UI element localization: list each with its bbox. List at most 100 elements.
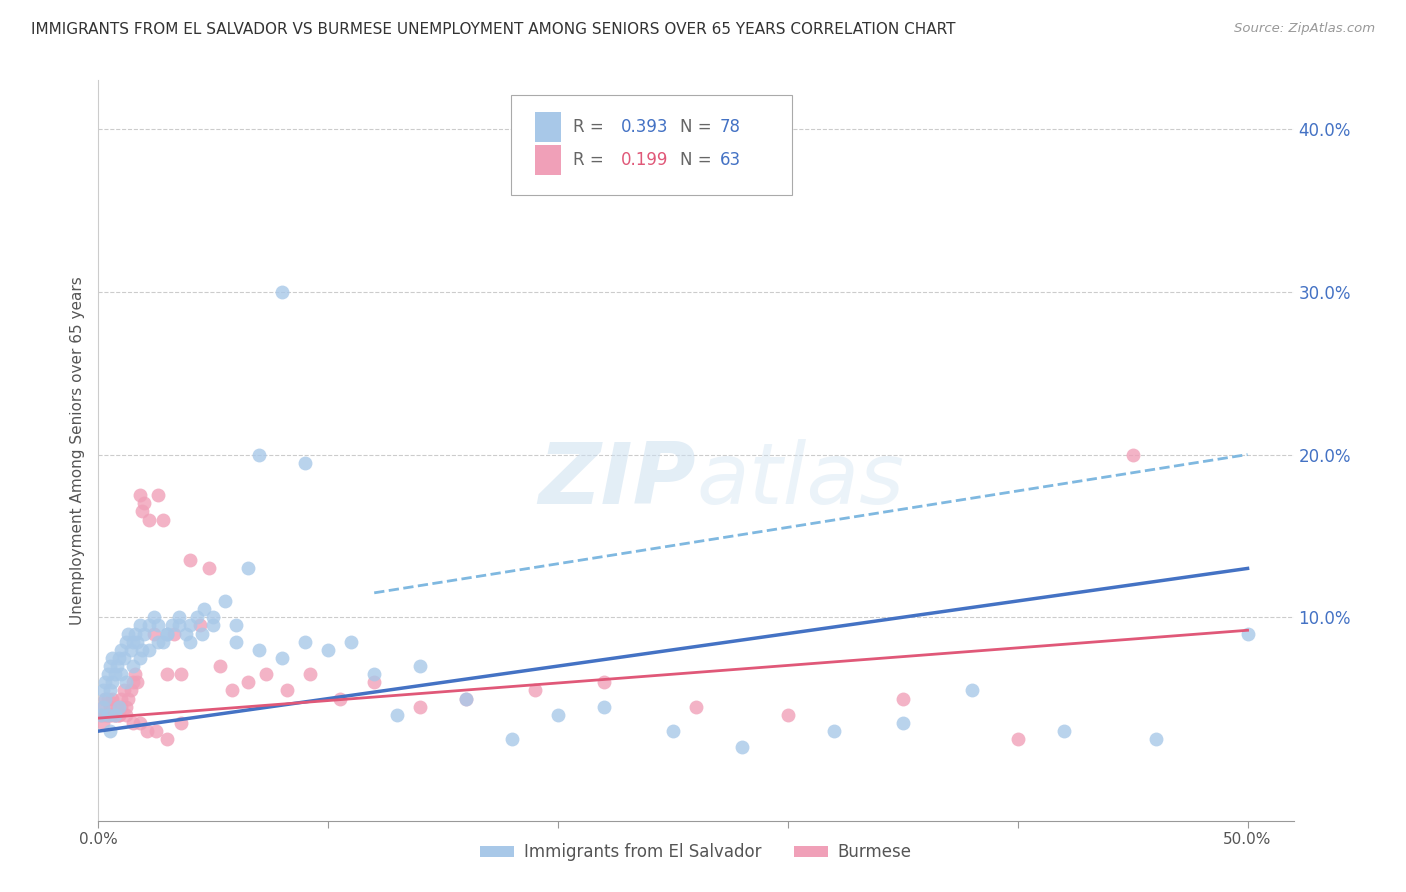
Point (91, 716, 114, 731)
Point (254, 667, 277, 681)
Point (134, 626, 156, 640)
Point (385, 707, 409, 722)
Point (128, 651, 150, 665)
Point (110, 699, 132, 714)
Point (316, 642, 339, 657)
Point (127, 675, 149, 690)
Point (97, 707, 120, 722)
Point (456, 691, 478, 706)
Point (124, 667, 146, 681)
Text: Source: ZipAtlas.com: Source: ZipAtlas.com (1234, 22, 1375, 36)
Point (501, 732, 523, 747)
Point (174, 626, 197, 640)
Point (593, 699, 616, 714)
Point (101, 675, 124, 690)
Point (117, 691, 139, 706)
Point (209, 659, 232, 673)
Point (90, 707, 112, 722)
Point (91, 699, 114, 714)
Point (117, 626, 139, 640)
Point (138, 642, 160, 657)
Point (188, 618, 211, 632)
Point (112, 683, 135, 698)
Text: IMMIGRANTS FROM EL SALVADOR VS BURMESE UNEMPLOYMENT AMONG SENIORS OVER 65 YEARS : IMMIGRANTS FROM EL SALVADOR VS BURMESE U… (31, 22, 956, 37)
Point (167, 618, 190, 632)
Point (823, 724, 845, 739)
Point (110, 642, 132, 657)
Point (115, 699, 138, 714)
Point (148, 634, 170, 648)
Point (122, 634, 145, 648)
Point (294, 634, 316, 648)
Point (170, 667, 193, 681)
Point (156, 732, 179, 747)
Text: 0.199: 0.199 (620, 152, 668, 169)
Point (122, 675, 145, 690)
Point (110, 691, 132, 706)
Point (128, 488, 150, 502)
Point (891, 691, 914, 706)
Point (101, 707, 124, 722)
Point (1122, 448, 1144, 462)
FancyBboxPatch shape (510, 95, 792, 195)
Point (298, 667, 321, 681)
Point (163, 626, 186, 640)
Point (156, 626, 179, 640)
Point (124, 626, 146, 640)
Point (108, 707, 131, 722)
Point (101, 691, 124, 706)
Point (108, 651, 131, 665)
Point (94, 675, 117, 690)
Point (891, 716, 914, 731)
Point (90, 707, 112, 722)
Point (276, 683, 298, 698)
Point (179, 618, 201, 632)
FancyBboxPatch shape (534, 145, 561, 175)
Point (131, 642, 153, 657)
Point (329, 691, 352, 706)
Point (145, 724, 167, 739)
Point (271, 285, 294, 299)
Point (1144, 732, 1167, 747)
Point (247, 642, 270, 657)
Text: N =: N = (681, 118, 717, 136)
Point (115, 675, 138, 690)
Point (131, 504, 153, 518)
Point (685, 699, 707, 714)
Text: R =: R = (572, 152, 609, 169)
Point (156, 626, 179, 640)
Legend: Immigrants from El Salvador, Burmese: Immigrants from El Salvador, Burmese (474, 837, 918, 868)
Text: atlas: atlas (696, 439, 904, 522)
Point (97, 691, 120, 706)
Point (94, 691, 117, 706)
Point (179, 634, 201, 648)
Point (98, 724, 121, 739)
Text: ZIP: ZIP (538, 439, 696, 522)
Point (197, 561, 219, 575)
Point (138, 618, 160, 632)
Point (108, 707, 131, 722)
Point (98, 683, 121, 698)
Text: N =: N = (681, 152, 717, 169)
Point (221, 683, 243, 698)
Point (142, 626, 165, 640)
Point (105, 659, 128, 673)
Point (225, 634, 247, 648)
Point (236, 561, 259, 575)
Point (160, 618, 183, 632)
Point (662, 724, 685, 739)
Point (202, 618, 225, 632)
Point (115, 707, 138, 722)
Point (363, 667, 385, 681)
Point (1053, 724, 1076, 739)
Point (152, 634, 174, 648)
Text: 63: 63 (720, 152, 741, 169)
Point (103, 667, 125, 681)
Point (127, 634, 149, 648)
Point (128, 618, 150, 632)
Point (960, 683, 983, 698)
Point (91, 683, 114, 698)
Text: 78: 78 (720, 118, 741, 136)
Point (138, 513, 160, 527)
Point (98, 707, 121, 722)
